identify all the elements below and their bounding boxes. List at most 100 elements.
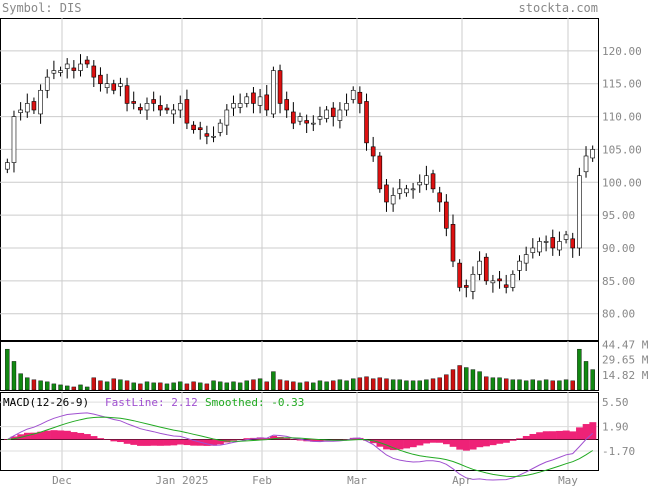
candle [217, 119, 223, 137]
candle-body [277, 70, 283, 104]
macd-histogram-bar [336, 439, 344, 441]
candle-body [98, 74, 103, 85]
macd-histogram-bar [549, 431, 557, 440]
candle [304, 114, 309, 133]
candle [184, 89, 190, 130]
candle-body [410, 188, 416, 191]
price-tick-label: 90.00 [602, 242, 635, 255]
volume-bar [131, 382, 136, 391]
macd-histogram-bar [216, 439, 224, 445]
volume-bar [58, 384, 63, 391]
volume-bar [271, 371, 276, 391]
macd-histogram-bar [90, 436, 98, 440]
macd-histogram-bar [369, 439, 377, 444]
volume-bar [563, 379, 569, 391]
candle-body [297, 116, 303, 122]
volume-bar [151, 382, 156, 391]
volume-bar [38, 380, 43, 391]
macd-histogram-bar [10, 436, 18, 440]
panel-border [0, 392, 599, 471]
macd-histogram-bar [496, 439, 504, 444]
candle [437, 186, 442, 212]
candle-body [437, 192, 442, 203]
volume-bar [370, 378, 376, 391]
candle [330, 102, 336, 127]
macd-histogram-bar [83, 434, 91, 440]
volume-bar [464, 367, 469, 391]
macd-histogram-bar [389, 439, 397, 451]
candle-body [444, 201, 449, 229]
candle [277, 64, 283, 114]
macd-histogram-bar [130, 439, 138, 445]
volume-bar [570, 380, 575, 391]
volume-bar [5, 348, 10, 391]
macd-histogram-bar [77, 432, 85, 440]
candle [357, 86, 363, 114]
volume-bar [124, 380, 130, 391]
candle [284, 91, 289, 118]
candle [317, 106, 323, 126]
candle-body [463, 285, 469, 288]
candle-body [517, 260, 522, 271]
candle [204, 125, 210, 145]
volume-bar [470, 369, 476, 391]
volume-bar [364, 376, 369, 391]
panel-border [0, 18, 599, 341]
candle-body [151, 99, 156, 104]
candle [78, 54, 83, 77]
volume-bar [144, 381, 150, 391]
volume-bar [437, 377, 442, 391]
volume-bar [577, 348, 582, 391]
candle-body [251, 92, 256, 104]
volume-bar [537, 380, 542, 391]
candle [197, 121, 203, 140]
candle-body [138, 107, 143, 111]
macd-histogram-bar [63, 430, 71, 440]
candle [111, 79, 117, 95]
volume-bar [84, 386, 90, 391]
candle [590, 145, 595, 162]
macd-histogram-bar [57, 430, 65, 440]
candle [244, 92, 250, 108]
candle-body [64, 63, 70, 69]
volume-bar [158, 382, 163, 391]
volume-bar [251, 379, 256, 391]
candle-body [450, 224, 456, 262]
candle [171, 104, 176, 124]
candle-body [231, 103, 236, 109]
candle [71, 60, 77, 79]
candle-body [424, 175, 429, 185]
candle-body [184, 99, 190, 124]
candle-body [557, 241, 562, 251]
candle-body [291, 111, 296, 124]
volume-bar [357, 377, 363, 391]
volume-bar [490, 377, 496, 391]
volume-bar [344, 380, 349, 391]
macd-title: MACD(12-26-9) [3, 396, 89, 409]
candle-body [357, 91, 363, 104]
volume-bar [324, 381, 329, 391]
candle-body [177, 103, 183, 111]
macd-histogram-bar [556, 430, 564, 440]
candle-body [364, 101, 369, 144]
candle-body [237, 103, 243, 108]
candle [497, 271, 502, 289]
candle [84, 56, 90, 68]
macd-histogram-bar [50, 430, 58, 440]
macd-histogram-bar [502, 439, 510, 443]
candle-body [563, 234, 569, 240]
candle [237, 93, 243, 114]
candle-body [78, 63, 83, 71]
candle [523, 246, 529, 271]
volume-bar [284, 380, 289, 391]
macd-histogram-bar [309, 439, 317, 442]
volume-bar [517, 379, 522, 391]
macd-histogram-bar [296, 439, 304, 441]
candle-body [197, 127, 203, 131]
volume-bar [104, 381, 110, 391]
candle [151, 91, 156, 112]
volume-bar [523, 380, 529, 391]
candle-body [91, 65, 97, 78]
candle-body [497, 278, 502, 282]
volume-bar [397, 379, 402, 391]
